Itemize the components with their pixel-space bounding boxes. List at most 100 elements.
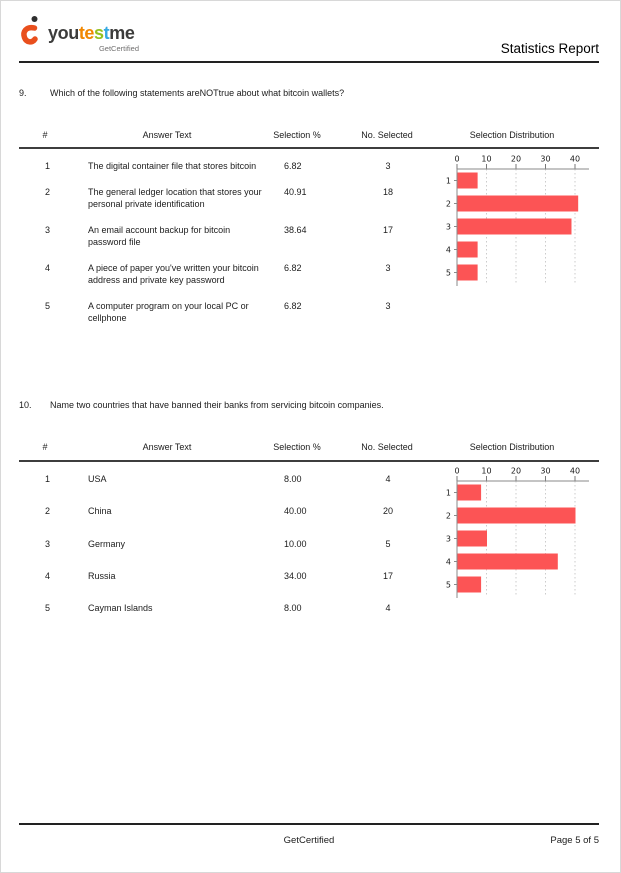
x-tick-label: 40	[570, 467, 580, 476]
selection-percent: 40.00	[284, 506, 307, 517]
footer-product-name: GetCertified	[283, 835, 335, 846]
answer-text: The general ledger location that stores …	[88, 186, 262, 210]
logo-letter-group: me	[109, 23, 135, 43]
answer-text: China	[88, 506, 112, 517]
x-tick-label: 20	[511, 155, 521, 164]
num-selected: 3	[385, 262, 391, 273]
selection-percent: 6.82	[284, 300, 302, 311]
question-text: Name two countries that have banned thei…	[50, 400, 384, 410]
selection-distribution-chart-q9: 0 10 20 30 40 1 2 3 4 5	[446, 155, 589, 286]
bar	[457, 195, 579, 212]
answer-text: Russia	[88, 570, 116, 581]
x-tick-label: 0	[454, 467, 459, 476]
num-selected: 17	[382, 570, 393, 581]
question-9: 9. Which of the following statements are…	[19, 87, 599, 99]
y-category-label: 1	[446, 489, 451, 498]
answer-number: 4	[45, 570, 51, 581]
answer-number: 5	[45, 300, 51, 311]
question-text: Which of the following statements areNOT…	[50, 88, 345, 98]
col-header-selection-pct: Selection %	[273, 442, 321, 452]
answer-text: A piece of paper you've written your bit…	[88, 262, 259, 286]
x-tick-label: 30	[540, 155, 550, 164]
answer-number: 4	[45, 262, 51, 273]
table-header-divider	[19, 147, 599, 149]
table-row: 5 A computer program on your local PC or …	[19, 300, 449, 325]
bar	[457, 241, 478, 258]
page-title: Statistics Report	[500, 41, 599, 56]
logo-letter-group: t	[103, 23, 110, 43]
num-selected: 4	[385, 603, 391, 614]
bar	[457, 484, 482, 501]
question-10: 10. Name two countries that have banned …	[19, 399, 599, 411]
y-category-label: 3	[446, 535, 451, 544]
num-selected: 4	[385, 474, 391, 484]
num-selected: 3	[385, 161, 391, 171]
table-row: 2 China 40.00 20	[19, 505, 449, 537]
question-number: 9.	[19, 88, 27, 98]
col-header-no-selected: No. Selected	[361, 130, 413, 140]
answer-text: Cayman Islands	[88, 603, 153, 614]
col-header-answer-text: Answer Text	[142, 442, 192, 452]
answers-table-q9: 1 The digital container file that stores …	[19, 160, 449, 338]
table-row: 1 The digital container file that stores …	[19, 160, 449, 173]
col-header-selection-distribution: Selection Distribution	[469, 442, 555, 452]
bar	[457, 218, 572, 235]
bar	[457, 553, 558, 570]
footer-page-number: Page 5 of 5	[550, 835, 599, 846]
num-selected: 20	[382, 506, 393, 517]
logo-letter-group: te	[78, 23, 95, 43]
selection-percent: 34.00	[284, 570, 307, 581]
num-selected: 5	[385, 538, 391, 549]
num-selected: 17	[382, 224, 393, 235]
x-tick-label: 20	[511, 467, 521, 476]
num-selected: 3	[385, 300, 391, 311]
answer-number: 2	[45, 506, 51, 517]
y-category-label: 2	[446, 200, 451, 209]
y-category-label: 5	[446, 269, 451, 278]
answer-text: A computer program on your local PC or c…	[88, 300, 249, 324]
y-category-label: 1	[446, 177, 451, 186]
selection-percent: 38.64	[284, 224, 307, 235]
y-category-label: 5	[446, 581, 451, 590]
num-selected: 18	[382, 186, 393, 197]
x-tick-label: 10	[481, 467, 491, 476]
x-tick-label: 40	[570, 155, 580, 164]
answer-text: The digital container file that stores b…	[88, 161, 257, 171]
answer-number: 1	[45, 161, 51, 171]
y-category-label: 2	[446, 512, 451, 521]
bar	[457, 264, 478, 281]
col-header-answer-text: Answer Text	[142, 130, 192, 140]
col-header-number: #	[42, 442, 48, 452]
header-divider	[19, 61, 599, 63]
table-row: 5 Cayman Islands 8.00 4	[19, 602, 449, 634]
table-header-q10: # Answer Text Selection % No. Selected S…	[19, 442, 599, 456]
answer-number: 3	[45, 538, 51, 549]
youtestme-logo-icon	[21, 16, 38, 56]
selection-percent: 8.00	[284, 603, 302, 614]
x-tick-label: 10	[481, 155, 491, 164]
answer-number: 2	[45, 186, 51, 197]
table-row: 1 USA 8.00 4	[19, 473, 449, 505]
x-tick-label: 0	[454, 155, 459, 164]
answer-text: An email account backup for bitcoin pass…	[88, 224, 231, 248]
answer-number: 1	[45, 474, 51, 484]
col-header-selection-distribution: Selection Distribution	[469, 130, 555, 140]
col-header-number: #	[42, 130, 48, 140]
question-number: 10.	[19, 400, 32, 410]
x-tick-label: 30	[540, 467, 550, 476]
selection-percent: 6.82	[284, 161, 302, 171]
selection-percent: 8.00	[284, 474, 302, 484]
logo-wordmark: youtestme	[48, 23, 140, 44]
selection-percent: 40.91	[284, 186, 307, 197]
logo-tagline: GetCertified	[98, 44, 139, 53]
table-header-q9: # Answer Text Selection % No. Selected S…	[19, 130, 599, 144]
col-header-no-selected: No. Selected	[361, 442, 413, 452]
table-row: 3 Germany 10.00 5	[19, 538, 449, 570]
bar	[457, 172, 478, 189]
y-category-label: 4	[446, 558, 451, 567]
answer-text: USA	[88, 474, 107, 484]
selection-distribution-chart-q10: 0 10 20 30 40 1 2 3 4 5	[446, 467, 589, 598]
table-row: 4 A piece of paper you've written your bi…	[19, 262, 449, 287]
selection-percent: 6.82	[284, 262, 302, 273]
table-row: 4 Russia 34.00 17	[19, 570, 449, 602]
